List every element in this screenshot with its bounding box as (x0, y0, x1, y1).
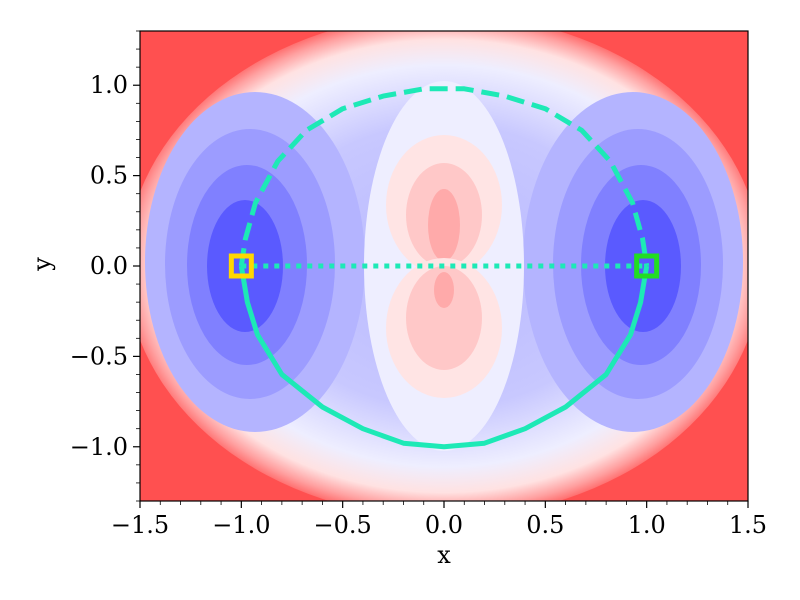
x-axis: −1.5 −1.0 −0.5 0.0 0.5 1.0 1.5 (111, 501, 767, 539)
contour-right-lobe-4 (605, 200, 681, 332)
y-tick-label: −0.5 (70, 342, 128, 370)
markers-layer (228, 253, 660, 279)
x-axis-title: x (437, 541, 451, 569)
contour-lower-lobe-3 (434, 272, 454, 308)
x-tick-label: 1.5 (729, 511, 767, 539)
end-marker (634, 253, 660, 279)
paths-layer (238, 86, 650, 450)
y-axis-title: y (28, 257, 56, 272)
x-tick-label: 0.5 (526, 511, 564, 539)
contour-lower-lobe-2 (406, 266, 482, 370)
x-tick-label: −1.0 (212, 511, 270, 539)
y-axis: −1.0 −0.5 0.0 0.5 1.0 (70, 30, 140, 502)
y-tick-label: 1.0 (90, 71, 128, 99)
y-tick-label: 0.0 (90, 252, 128, 280)
x-tick-label: −0.5 (314, 511, 372, 539)
x-tick-label: −1.5 (111, 511, 169, 539)
contour-upper-lobe-3 (428, 189, 460, 261)
x-tick-label: 1.0 (628, 511, 666, 539)
y-tick-label: −1.0 (70, 433, 128, 461)
y-tick-label: 0.5 (90, 162, 128, 190)
path-solid-line (238, 265, 650, 450)
x-tick-label: 0.0 (425, 511, 463, 539)
start-marker (228, 253, 254, 279)
path-dashed-line (238, 86, 650, 267)
